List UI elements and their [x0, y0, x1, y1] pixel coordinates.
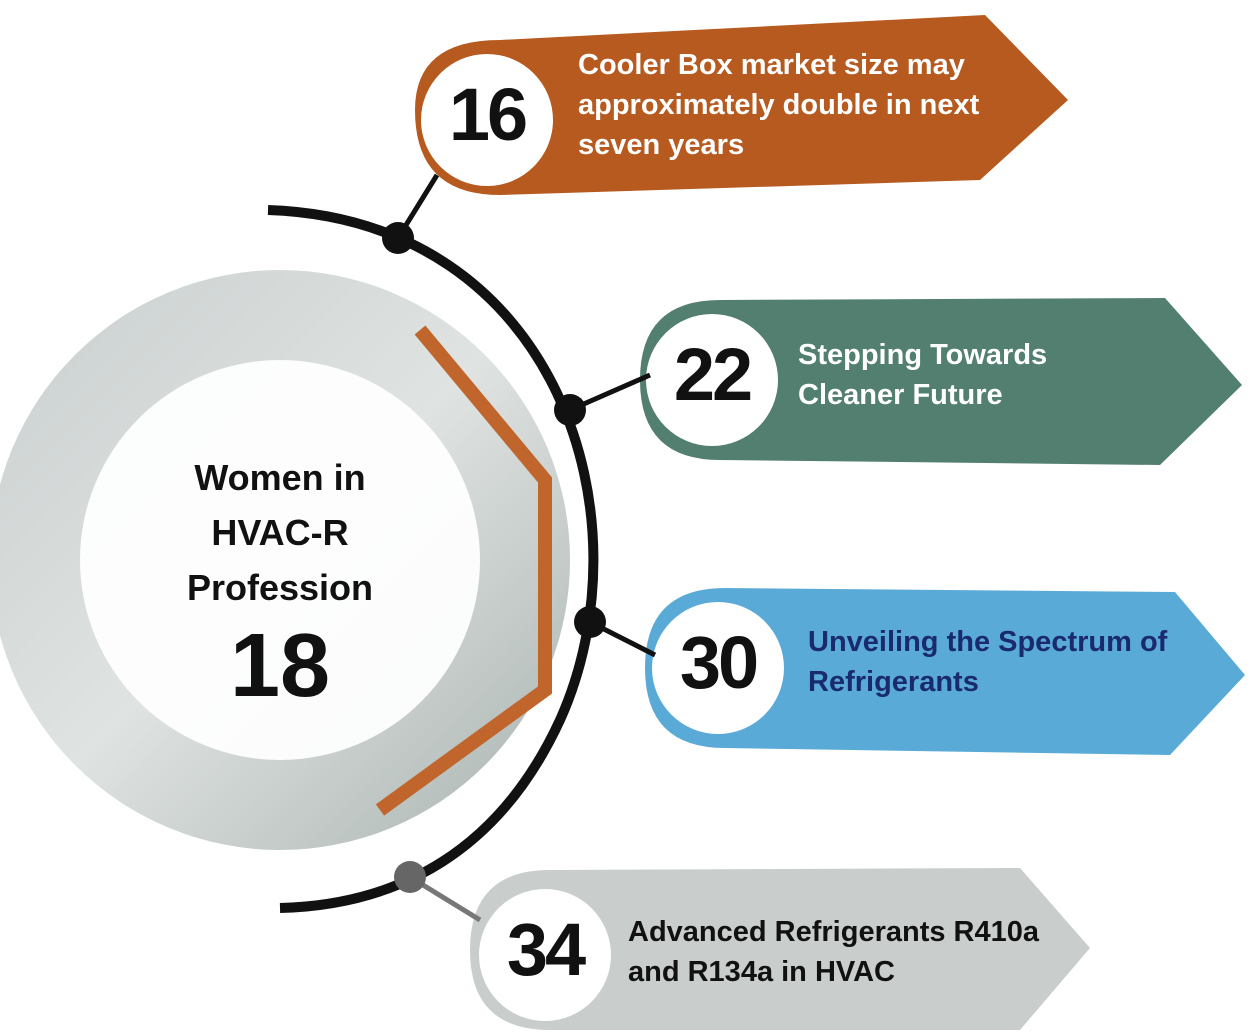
contents-page: Women in HVAC-R Profession 18 16 Cooler … [0, 0, 1253, 1036]
article-title: Unveiling the Spectrum of Refrigerants [808, 622, 1198, 702]
feature-page: 18 [180, 615, 380, 718]
page-number: 16 [422, 72, 552, 157]
article-title: Advanced Refrigerants R410a and R134a in… [628, 912, 1048, 992]
timeline-dot [394, 861, 426, 893]
article-title: Cooler Box market size may approximately… [578, 45, 998, 165]
page-number: 34 [480, 907, 610, 992]
page-number: 22 [647, 332, 777, 417]
timeline-dot [574, 606, 606, 638]
timeline-dot [554, 394, 586, 426]
page-number: 30 [653, 620, 783, 705]
article-title: Stepping Towards Cleaner Future [798, 335, 1098, 415]
timeline-dot [382, 222, 414, 254]
feature-title: Women in HVAC-R Profession [160, 450, 400, 615]
